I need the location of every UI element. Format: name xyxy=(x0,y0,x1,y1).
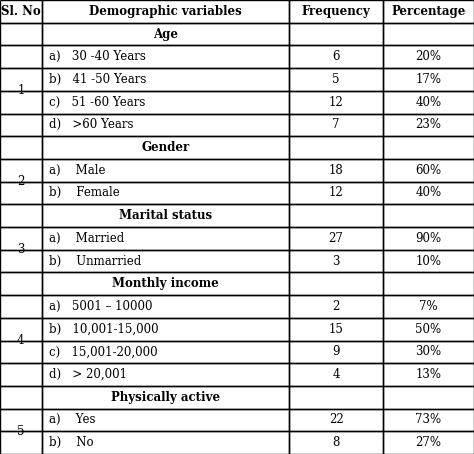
Text: 10%: 10% xyxy=(416,255,441,267)
Text: 9: 9 xyxy=(332,345,340,358)
Text: Marital status: Marital status xyxy=(119,209,212,222)
Text: Monthly income: Monthly income xyxy=(112,277,219,290)
Text: 4: 4 xyxy=(17,334,25,347)
Text: 3: 3 xyxy=(17,243,25,256)
Text: 5: 5 xyxy=(332,73,340,86)
Text: d)   > 20,001: d) > 20,001 xyxy=(49,368,127,381)
Text: 2: 2 xyxy=(17,175,25,188)
Text: 27%: 27% xyxy=(416,436,441,449)
Text: Demographic variables: Demographic variables xyxy=(89,5,242,18)
Text: 73%: 73% xyxy=(415,414,442,426)
Text: b)   41 -50 Years: b) 41 -50 Years xyxy=(49,73,146,86)
Text: 50%: 50% xyxy=(415,323,442,336)
Text: Age: Age xyxy=(153,28,178,40)
Text: 2: 2 xyxy=(332,300,340,313)
Text: 17%: 17% xyxy=(416,73,441,86)
Text: Frequency: Frequency xyxy=(301,5,371,18)
Text: b)   10,001-15,000: b) 10,001-15,000 xyxy=(49,323,158,336)
Text: 40%: 40% xyxy=(415,96,442,109)
Text: 7: 7 xyxy=(332,118,340,131)
Text: Physically active: Physically active xyxy=(111,391,220,404)
Text: Gender: Gender xyxy=(141,141,190,154)
Text: 5: 5 xyxy=(17,425,25,438)
Text: Percentage: Percentage xyxy=(392,5,465,18)
Text: 15: 15 xyxy=(328,323,344,336)
Text: 8: 8 xyxy=(332,436,340,449)
Text: b)    Female: b) Female xyxy=(49,187,119,199)
Text: c)   51 -60 Years: c) 51 -60 Years xyxy=(49,96,145,109)
Text: 27: 27 xyxy=(328,232,344,245)
Text: a)    Married: a) Married xyxy=(49,232,124,245)
Text: 7%: 7% xyxy=(419,300,438,313)
Text: a)    Yes: a) Yes xyxy=(49,414,95,426)
Text: 1: 1 xyxy=(17,84,25,97)
Text: 12: 12 xyxy=(328,96,344,109)
Text: a)   5001 – 10000: a) 5001 – 10000 xyxy=(49,300,152,313)
Text: d)   >60 Years: d) >60 Years xyxy=(49,118,133,131)
Text: Sl. No: Sl. No xyxy=(1,5,41,18)
Text: 90%: 90% xyxy=(415,232,442,245)
Text: 3: 3 xyxy=(332,255,340,267)
Text: 20%: 20% xyxy=(416,50,441,63)
Text: a)   30 -40 Years: a) 30 -40 Years xyxy=(49,50,146,63)
Text: 60%: 60% xyxy=(415,164,442,177)
Text: 23%: 23% xyxy=(416,118,441,131)
Text: a)    Male: a) Male xyxy=(49,164,105,177)
Text: 12: 12 xyxy=(328,187,344,199)
Text: 6: 6 xyxy=(332,50,340,63)
Text: c)   15,001-20,000: c) 15,001-20,000 xyxy=(49,345,157,358)
Text: 30%: 30% xyxy=(415,345,442,358)
Text: 4: 4 xyxy=(332,368,340,381)
Text: 22: 22 xyxy=(328,414,344,426)
Text: 13%: 13% xyxy=(416,368,441,381)
Text: 18: 18 xyxy=(328,164,344,177)
Text: 40%: 40% xyxy=(415,187,442,199)
Text: b)    No: b) No xyxy=(49,436,93,449)
Text: b)    Unmarried: b) Unmarried xyxy=(49,255,141,267)
